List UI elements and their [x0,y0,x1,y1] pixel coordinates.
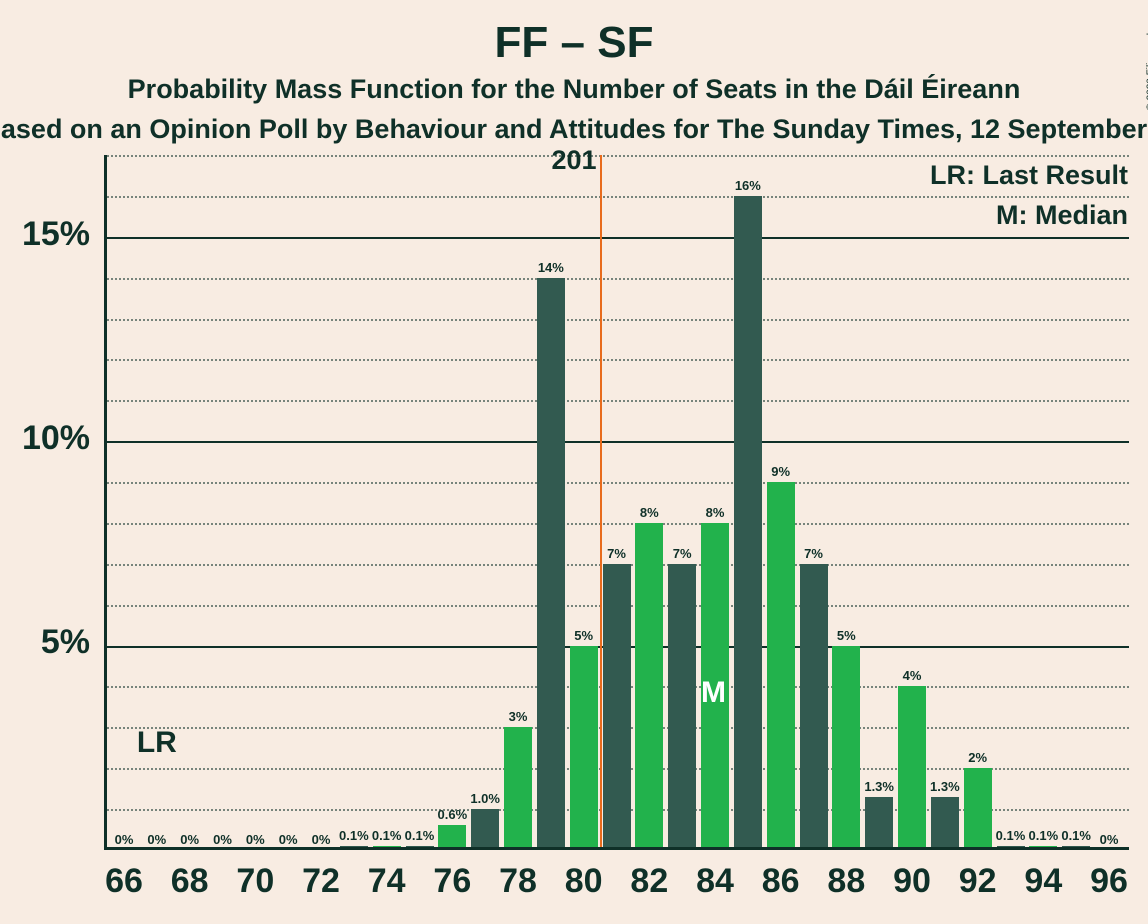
x-axis-tick-label: 80 [554,862,614,901]
bar-value-label: 0% [213,832,232,847]
bar [537,278,565,850]
y-axis-tick-label: 15% [0,215,90,254]
bar-value-label: 14% [538,260,564,275]
bar-value-label: 0% [115,832,134,847]
lr-marker: LR [137,726,177,760]
bar [570,646,598,850]
x-axis-tick-label: 94 [1013,862,1073,901]
bar-value-label: 16% [735,178,761,193]
bar [504,727,532,850]
gridline-minor [104,359,1129,361]
bar-value-label: 1.3% [930,779,960,794]
x-axis [104,847,1129,850]
gridline-minor [104,523,1129,525]
bar-value-label: 0% [312,832,331,847]
x-axis-tick-label: 84 [685,862,745,901]
x-axis-tick-label: 78 [488,862,548,901]
x-axis-tick-label: 68 [160,862,220,901]
bar [734,196,762,850]
bar-value-label: 0% [180,832,199,847]
bar-value-label: 7% [607,546,626,561]
x-axis-tick-label: 92 [948,862,1008,901]
gridline-major [104,441,1129,443]
bar-value-label: 0.1% [996,828,1026,843]
bar-value-label: 0.1% [339,828,369,843]
bar-value-label: 0% [1100,832,1119,847]
median-marker: M [701,676,726,710]
bar-value-label: 0.6% [438,807,468,822]
bar [668,564,696,850]
bar-value-label: 4% [903,668,922,683]
y-axis-tick-label: 10% [0,419,90,458]
bar-value-label: 0.1% [405,828,435,843]
bar-value-label: 0.1% [372,828,402,843]
bar-value-label: 8% [640,505,659,520]
bar-value-label: 3% [509,709,528,724]
gridline-minor [104,319,1129,321]
x-axis-tick-label: 90 [882,862,942,901]
bar [865,797,893,850]
chart-plot-area: 0%0%0%0%0%0%0%0.1%0.1%0.1%0.6%1.0%3%14%5… [104,155,1129,850]
x-axis-tick-label: 88 [816,862,876,901]
bar [832,646,860,850]
bar-value-label: 2% [968,750,987,765]
bar [931,797,959,850]
y-axis [104,155,107,850]
bar [800,564,828,850]
bar-value-label: 0% [246,832,265,847]
bar-value-label: 9% [771,464,790,479]
bar-value-label: 1.0% [470,791,500,806]
y-axis-tick-label: 5% [0,623,90,662]
bar-value-label: 5% [837,628,856,643]
bar-value-label: 5% [574,628,593,643]
bar-value-label: 0.1% [1029,828,1059,843]
gridline-minor [104,482,1129,484]
gridline-minor [104,196,1129,198]
bar [767,482,795,850]
bar [635,523,663,850]
bar [964,768,992,850]
bar-value-label: 0% [279,832,298,847]
x-axis-tick-label: 96 [1079,862,1139,901]
chart-subtitle-1: Probability Mass Function for the Number… [0,74,1148,105]
gridline-minor [104,278,1129,280]
gridline-minor [104,155,1129,157]
x-axis-tick-label: 74 [357,862,417,901]
gridline-major [104,237,1129,239]
bar [471,809,499,850]
bar-value-label: 7% [804,546,823,561]
chart-title: FF – SF [0,18,1148,68]
bar [898,686,926,850]
gridline-minor [104,400,1129,402]
x-axis-tick-label: 86 [751,862,811,901]
x-axis-tick-label: 76 [422,862,482,901]
x-axis-tick-label: 66 [94,862,154,901]
bar-value-label: 0.1% [1061,828,1091,843]
x-axis-tick-label: 70 [225,862,285,901]
bar-value-label: 7% [673,546,692,561]
bar-value-label: 8% [706,505,725,520]
bar [603,564,631,850]
x-axis-tick-label: 72 [291,862,351,901]
bar-value-label: 1.3% [864,779,894,794]
x-axis-tick-label: 82 [619,862,679,901]
bar-value-label: 0% [147,832,166,847]
